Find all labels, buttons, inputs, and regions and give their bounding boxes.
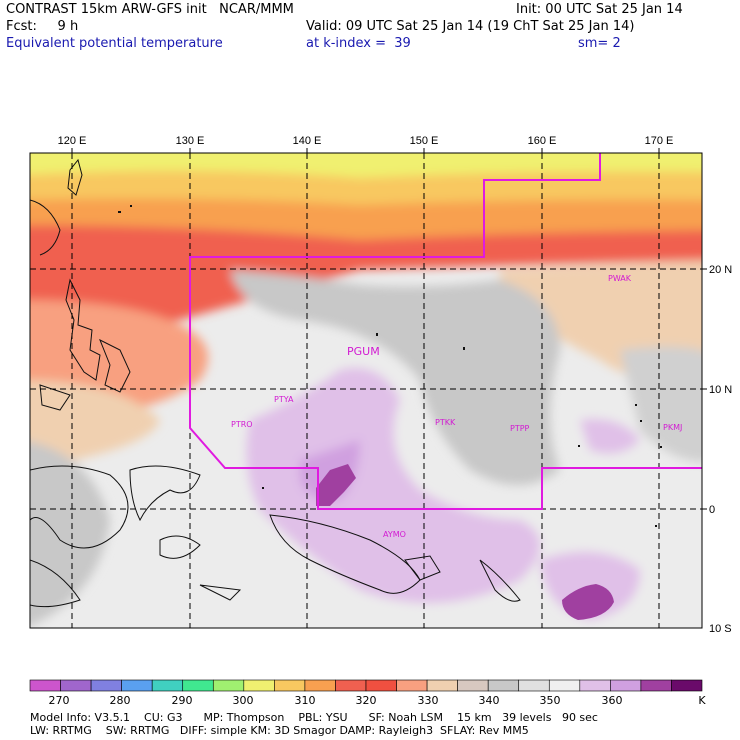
colorbar-swatch: [182, 679, 214, 692]
fir-boundary: [189, 153, 702, 510]
lon-label-120: 120 E: [58, 135, 87, 147]
init-time: Init: 00 UTC Sat 25 Jan 14: [516, 2, 683, 17]
map-frame: [29, 152, 703, 629]
lon-label-140: 140 E: [293, 135, 322, 147]
colorbar-swatch: [396, 679, 428, 692]
colorbar-swatch: [60, 679, 92, 692]
theta-e-field: [30, 153, 702, 628]
lat-label-20n: 20 N: [709, 264, 732, 276]
colorbar: [29, 679, 703, 692]
colorbar-label-270: 270: [48, 694, 70, 707]
colorbar-swatch: [304, 679, 336, 692]
colorbar-unit: K: [698, 694, 706, 707]
colorbar-swatch: [212, 679, 245, 692]
lat-label-10s: 10 S: [709, 623, 732, 635]
colorbar-swatch: [548, 679, 581, 692]
colorbar-swatch: [671, 679, 703, 692]
colorbar-label-290: 290: [171, 694, 193, 707]
lon-label-150: 150 E: [410, 135, 439, 147]
station-ptpp: PTPP: [510, 424, 530, 433]
colorbar-label-350: 350: [539, 694, 561, 707]
colorbar-swatch: [518, 679, 550, 692]
coastlines: [30, 158, 521, 608]
forecast-hour: Fcst: 9 h: [6, 19, 79, 34]
colorbar-label-280: 280: [109, 694, 131, 707]
colorbar-swatch: [579, 679, 611, 692]
station-ptro: PTRO: [231, 420, 253, 429]
lon-label-170: 170 E: [645, 135, 674, 147]
colorbar-swatch: [365, 679, 397, 692]
lon-label-160: 160 E: [528, 135, 557, 147]
colorbar-swatch: [487, 679, 520, 692]
station-pkmj: PKMJ: [663, 423, 682, 432]
colorbar-label-320: 320: [355, 694, 377, 707]
colorbar-swatch: [274, 679, 306, 692]
colorbar-swatch: [90, 679, 122, 692]
colorbar-swatch: [426, 679, 458, 692]
colorbar-swatch: [457, 679, 489, 692]
station-pwak: PWAK: [608, 274, 632, 283]
lat-label-0: 0: [709, 504, 715, 516]
smoothing-value: sm= 2: [578, 36, 621, 51]
valid-time: Valid: 09 UTC Sat 25 Jan 14 (19 ChT Sat …: [306, 19, 635, 34]
lat-label-10n: 10 N: [709, 384, 732, 396]
colorbar-swatch: [29, 679, 61, 692]
colorbar-label-360: 360: [601, 694, 623, 707]
vertical-level: at k-index = 39: [306, 36, 411, 51]
station-aymo: AYMO: [383, 530, 406, 539]
colorbar-label-340: 340: [478, 694, 500, 707]
colorbar-swatch: [151, 679, 184, 692]
colorbar-label-300: 300: [232, 694, 254, 707]
station-ptya: PTYA: [274, 395, 294, 404]
colorbar-swatch: [335, 679, 367, 692]
physics-info: LW: RRTMG SW: RRTMG DIFF: simple KM: 3D …: [30, 724, 529, 737]
lon-label-130: 130 E: [176, 135, 205, 147]
colorbar-swatch: [121, 679, 153, 692]
colorbar-label-330: 330: [417, 694, 439, 707]
station-ptkk: PTKK: [435, 418, 456, 427]
station-pgum: PGUM: [347, 345, 380, 358]
colorbar-label-310: 310: [294, 694, 316, 707]
colorbar-swatch: [243, 679, 275, 692]
small-islands: [118, 205, 662, 527]
field-name: Equivalent potential temperature: [6, 36, 223, 51]
model-info: Model Info: V3.5.1 CU: G3 MP: Thompson P…: [30, 711, 598, 724]
model-title: CONTRAST 15km ARW-GFS init NCAR/MMM: [6, 2, 294, 17]
colorbar-swatch: [610, 679, 642, 692]
colorbar-swatch: [640, 679, 672, 692]
